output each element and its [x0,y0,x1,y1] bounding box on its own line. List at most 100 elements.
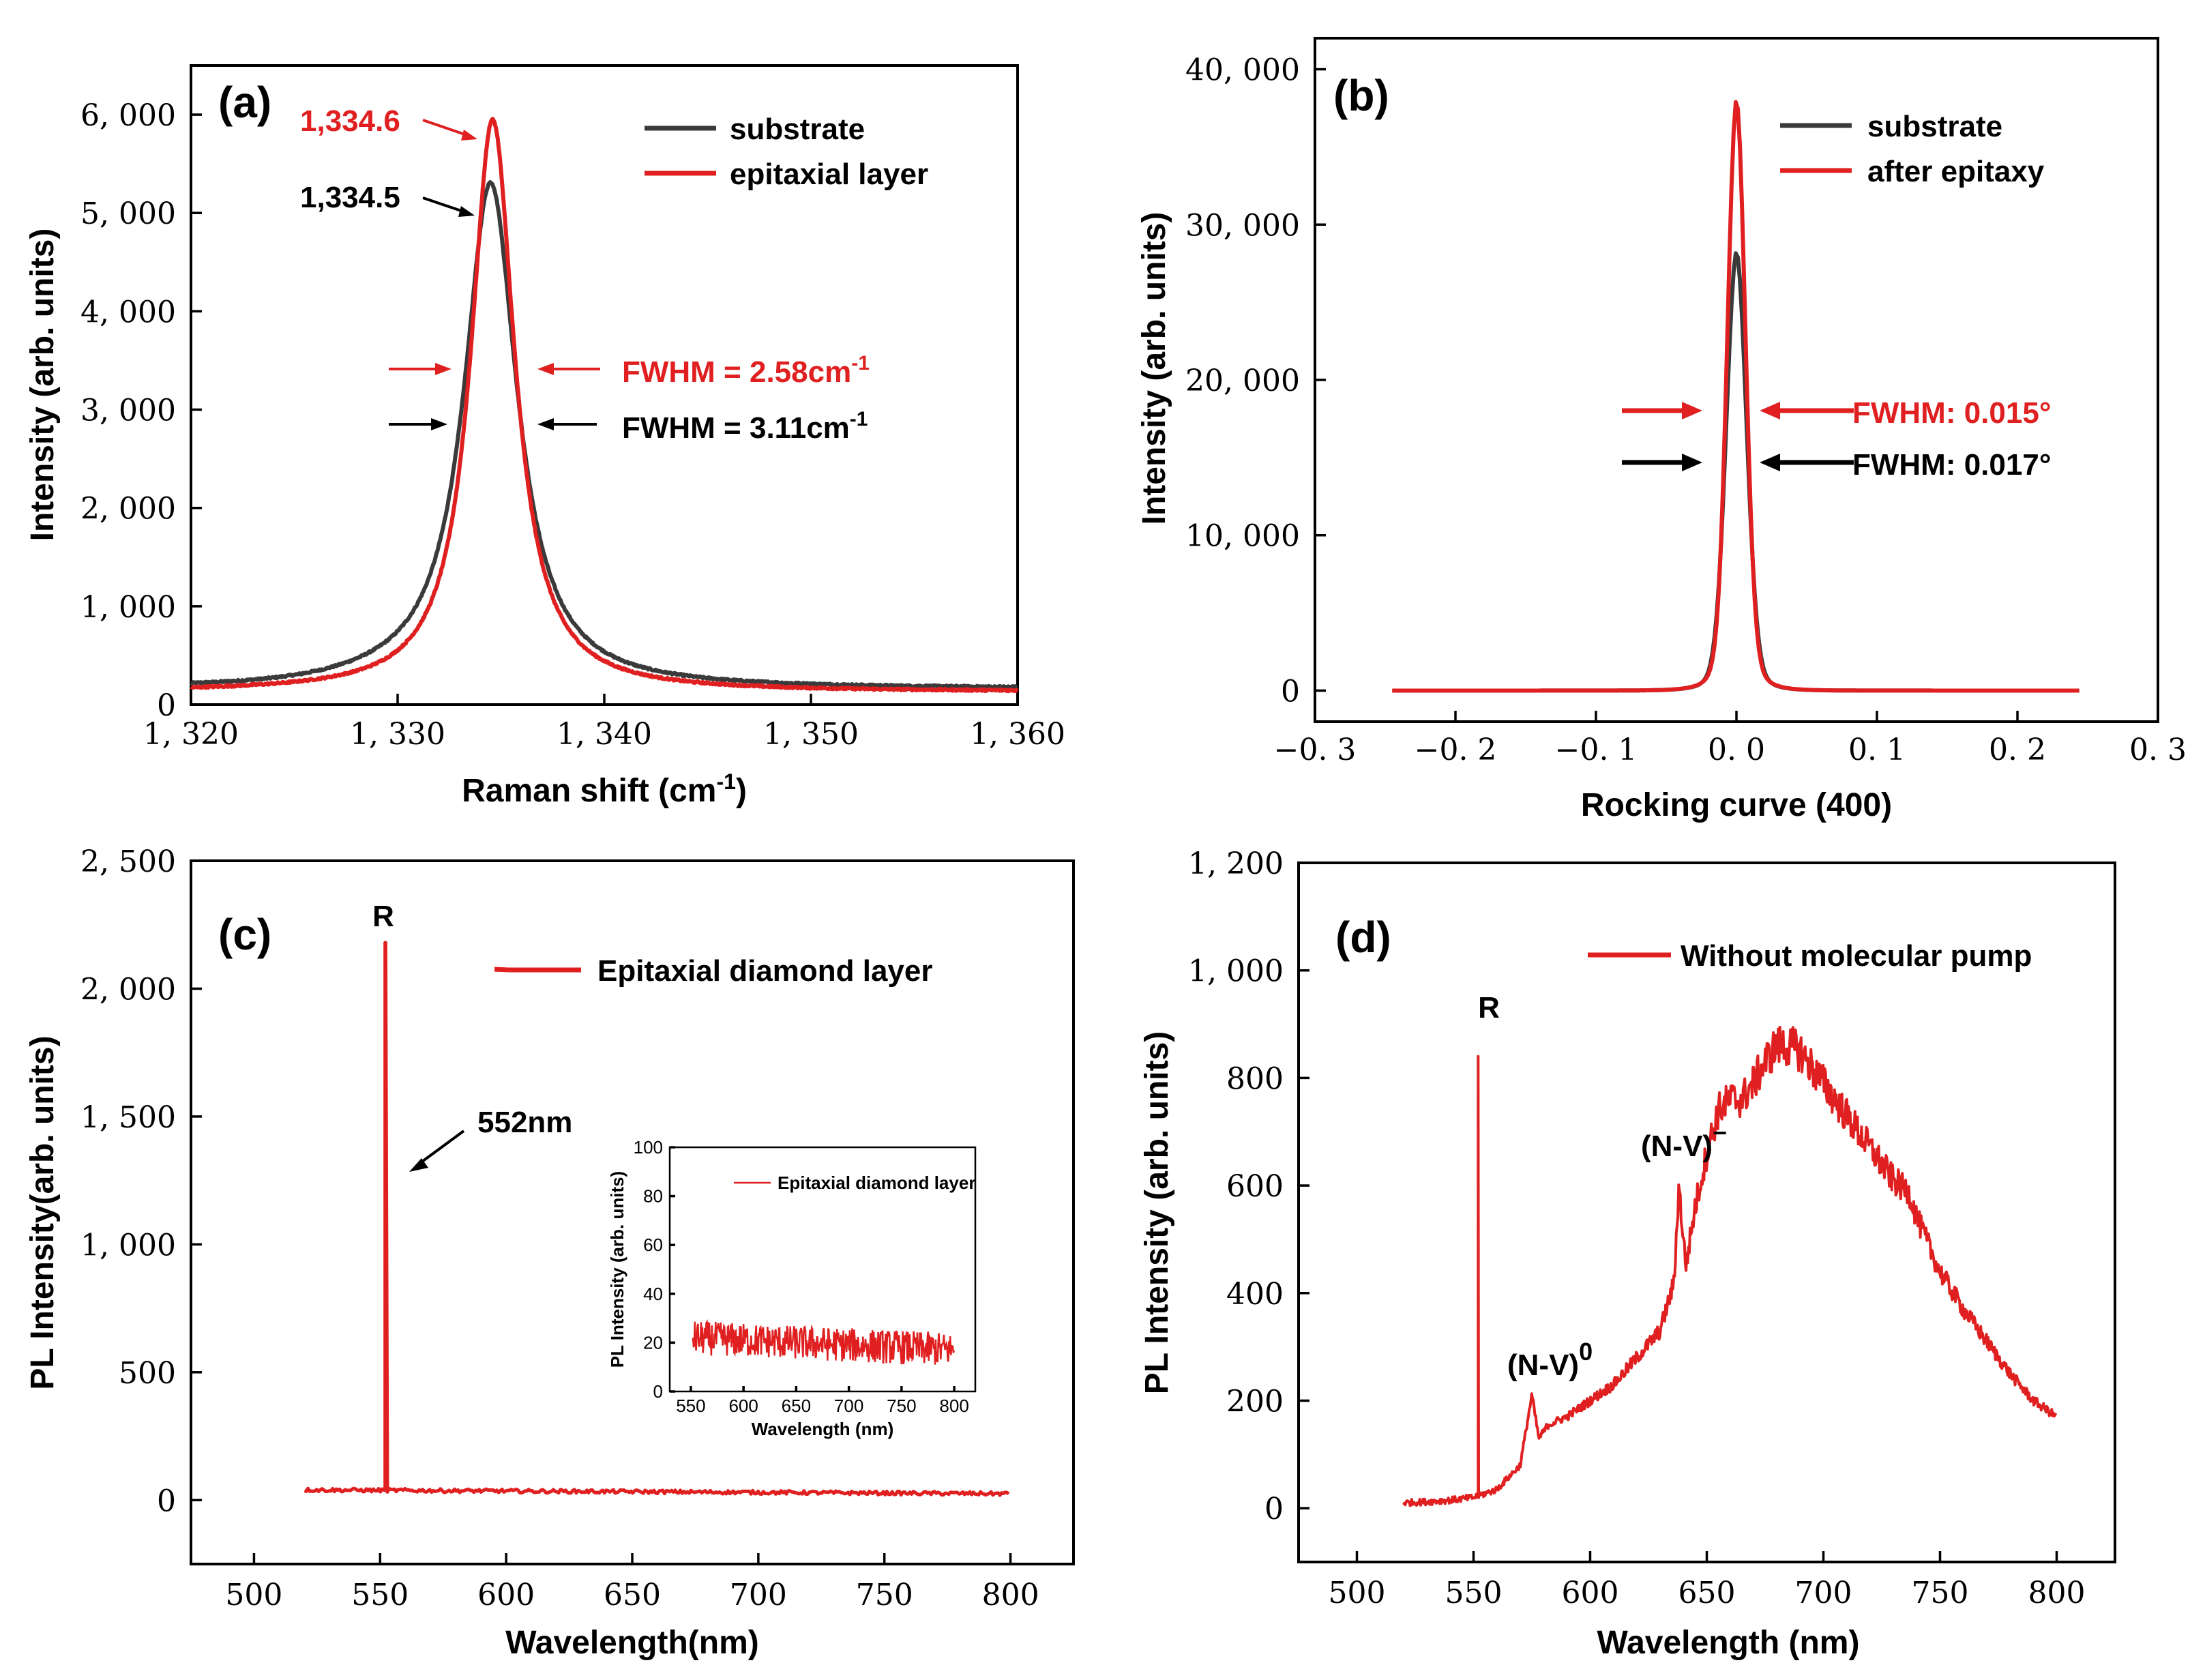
x-tick-label: 0. 1 [1848,733,1906,767]
inset-series-line [692,1319,956,1365]
panel-a-y-axis-label: Intensity (arb. units) [25,229,61,542]
panel-b-red-fwhm-right-arrowhead [1760,402,1780,419]
panel-a-red-fwhm-left-arrowhead [435,363,452,375]
x-tick-label: 600 [728,1396,758,1416]
y-tick-label: 800 [1226,1061,1284,1096]
x-tick-label: 750 [887,1396,916,1416]
panel-b-frame [1314,37,2159,723]
x-tick-label: 800 [982,1578,1039,1612]
panel-d-x-axis-label: Wavelength (nm) [1597,1625,1860,1661]
y-tick-label: 0 [1281,674,1300,709]
y-tick-label: 20 [643,1332,663,1353]
panel-b-y-axis-label: Intensity (arb. units) [1136,212,1172,525]
x-tick-label: 0. 2 [1989,733,2046,767]
y-tick-label: 100 [634,1137,663,1158]
x-tick-label: 550 [676,1396,705,1416]
y-tick-label: 0 [157,1484,176,1518]
panel-b-red-fwhm: FWHM: 0.015° [1852,396,2051,430]
series-line-substrate [190,180,1019,690]
y-tick-label: 600 [1226,1169,1284,1204]
x-tick-label: 750 [856,1578,913,1612]
x-tick-label: 0. 3 [2129,733,2187,767]
x-tick-label: 1, 360 [970,717,1065,752]
panel-a-black-fwhm-left-arrowhead [431,418,447,430]
panel-b-black-fwhm: FWHM: 0.017° [1852,448,2051,482]
y-tick-label: 2, 000 [80,492,176,527]
panel-b-black-fwhm-right-arrowhead [1760,454,1780,471]
x-tick-label: −0. 1 [1555,733,1638,767]
x-tick-label: 550 [351,1578,409,1612]
panel-b-label: (b) [1333,71,1389,120]
panel-b-legend-after: after epitaxy [1867,155,2045,188]
panel-b-red-fwhm-left-arrowhead [1682,402,1702,419]
panel-c-inset-y-axis-label: PL Intensity (arb. units) [607,1171,627,1368]
panel-d-peak-label: R [1478,991,1500,1025]
x-tick-label: 0. 0 [1708,733,1765,767]
x-tick-label: 550 [1445,1576,1503,1610]
series-line-after-epitaxy [1392,100,2080,693]
x-tick-label: 1, 330 [350,717,445,752]
x-tick-label: 1, 350 [763,717,859,752]
panel-b: −0. 3 −0. 2 −0. 1 0. 0 0. 1 0. 2 0. 3 0 10, 000 2… [1136,37,2187,823]
panel-b-black-fwhm-left-arrowhead [1682,454,1702,471]
y-tick-label: 40 [643,1284,663,1304]
y-tick-label: 1, 000 [1188,954,1284,989]
panel-a-black-fwhm-right-arrowhead [537,418,554,430]
x-tick-label: −0. 2 [1415,733,1497,767]
panel-a-x-axis-label: Raman shift (cm-1) [462,769,747,809]
x-tick-label: 700 [730,1578,787,1612]
y-tick-label: 1, 000 [80,1228,176,1263]
panel-c-inset-ticks: 550 600 650 700 750 800 0 20 40 60 80 100 [634,1137,969,1416]
x-tick-label: 600 [477,1578,535,1612]
y-tick-label: 4, 000 [80,295,176,329]
panel-c-series [304,941,1010,1497]
panel-c-inset-x-axis-label: Wavelength (nm) [752,1419,893,1439]
panel-a-legend-substrate: substrate [730,113,865,146]
panel-a-series [190,117,1019,694]
panel-d-nvm-label: (N-V)− [1641,1119,1727,1163]
panel-c-legend: Epitaxial diamond layer [597,954,933,988]
y-tick-label: 5, 000 [80,196,176,231]
panel-d-series [1402,1026,2058,1507]
x-tick-label: 750 [1912,1576,1969,1610]
x-tick-label: 1, 320 [143,717,239,752]
panel-d-legend: Without molecular pump [1681,939,2032,973]
panel-a-black-peak-label: 1,334.5 [300,181,400,214]
y-tick-label: 60 [643,1235,663,1255]
panel-c-inset-frame [668,1146,977,1393]
y-tick-label: 0 [157,688,176,723]
panel-c-legend-line [494,967,509,973]
x-tick-label: 650 [1678,1576,1736,1610]
y-tick-label: 80 [643,1186,663,1207]
panel-b-ticks: −0. 3 −0. 2 −0. 1 0. 0 0. 1 0. 2 0. 3 0 10, 000 2… [1185,53,2187,767]
series-line-epitaxial-layer [190,117,1019,694]
panel-c-x-axis-label: Wavelength(nm) [505,1625,759,1661]
series-line-epitaxial-diamond-layer [304,941,1010,1497]
panel-d-ticks: 500 550 600 650 700 750 800 0 200 400 600 800 1, 000… [1188,846,2085,1610]
panel-d-label: (d) [1335,913,1391,962]
y-tick-label: 500 [119,1356,176,1391]
panel-a: 1, 320 1, 330 1, 340 1, 350 1, 360 0 1, 000 2, … [25,64,1065,809]
panel-b-x-axis-label: Rocking curve (400) [1581,787,1892,823]
panel-a-black-peak-arrow [422,196,468,214]
y-tick-label: 2, 500 [80,844,176,879]
y-tick-label: 0 [653,1381,663,1402]
panel-a-legend-epitaxial: epitaxial layer [730,158,928,191]
y-tick-label: 200 [1226,1384,1284,1419]
series-line-without-molecular-pump [1402,1026,2058,1507]
y-tick-label: 10, 000 [1185,519,1300,554]
panel-c-wavelength-label: 552nm [477,1106,572,1139]
x-tick-label: 650 [782,1396,811,1416]
panel-d: 500 550 600 650 700 750 800 0 200 400 600 800 1, 000… [1139,846,2116,1661]
x-tick-label: 500 [225,1578,282,1612]
panel-c-y-axis-label: PL Intensity(arb. units) [25,1035,61,1389]
y-tick-label: 1, 500 [80,1100,176,1135]
panel-c-inset: 550 600 650 700 750 800 0 20 40 60 80 100 Epitaxial… [607,1137,977,1439]
panel-a-red-fwhm: FWHM = 2.58cm-1 [622,352,870,389]
panel-b-legend-substrate: substrate [1867,110,2002,143]
panel-a-red-peak-arrowhead [461,130,477,141]
panel-a-red-peak-label: 1,334.6 [300,104,400,138]
